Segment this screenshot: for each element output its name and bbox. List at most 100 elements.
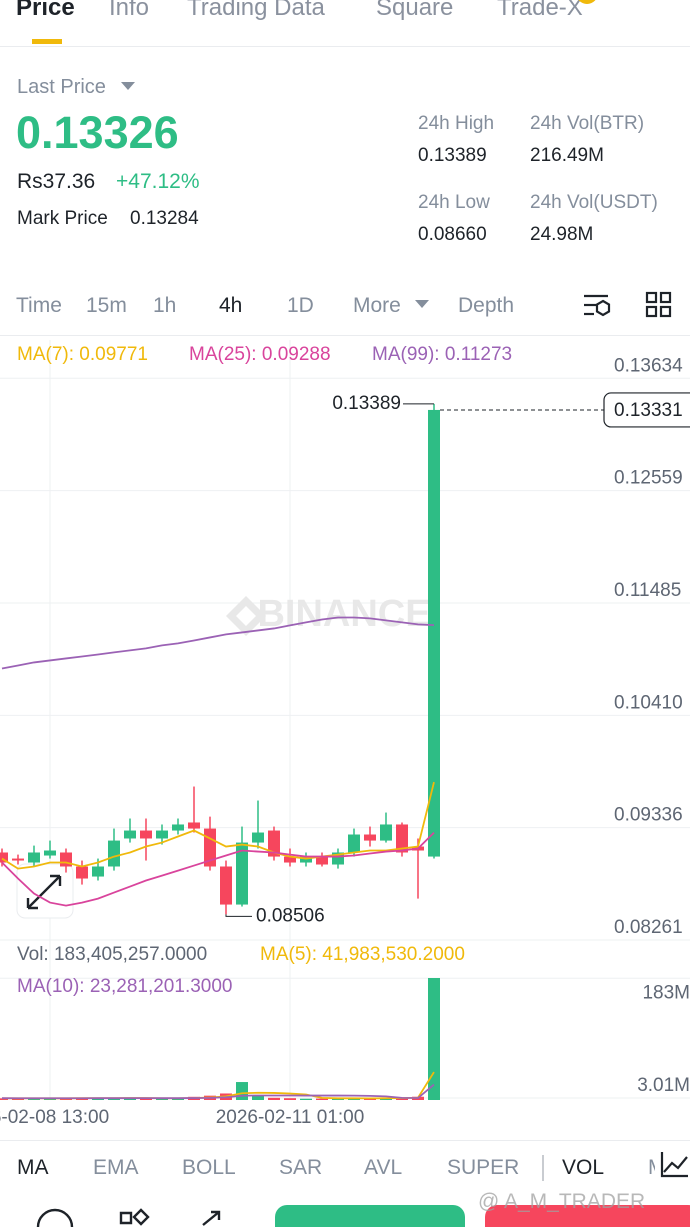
badge xyxy=(576,0,598,4)
icon-backdrop xyxy=(655,1148,690,1188)
volume-bar xyxy=(268,1097,280,1100)
y-tick-label: 183M xyxy=(642,982,690,1003)
candle-body xyxy=(428,409,440,857)
candle-body xyxy=(300,856,312,863)
last-price: 0.13326 xyxy=(16,107,179,158)
volume-bar xyxy=(156,1098,168,1100)
ma-line xyxy=(1,831,435,907)
divider xyxy=(0,46,690,47)
tab-underline xyxy=(32,39,62,44)
stat-value: 24.98M xyxy=(530,224,594,245)
candle-body xyxy=(348,834,360,853)
volume-bar xyxy=(316,1098,328,1100)
candle-body xyxy=(0,852,8,863)
interval[interactable]: 4h xyxy=(219,294,243,317)
candle-body xyxy=(220,866,232,905)
candle-body xyxy=(316,856,328,865)
tab[interactable]: Info xyxy=(109,0,150,21)
candle-body xyxy=(124,830,136,839)
legend-entry: MA(10): 23,281,201.3000 xyxy=(17,976,233,997)
dropdown-arrow xyxy=(121,82,135,90)
low-marker: 0.08506 xyxy=(256,905,325,926)
tab[interactable]: Trade-X xyxy=(497,0,583,21)
x-tick-label: 2026-02-11 01:00 xyxy=(216,1107,365,1128)
candle-body xyxy=(172,824,184,831)
volume-ma-line xyxy=(1,1071,435,1100)
ma-line xyxy=(1,616,435,670)
interval[interactable]: 15m xyxy=(86,294,127,317)
divider xyxy=(0,335,690,336)
candle-body xyxy=(252,832,264,843)
last-price-label[interactable]: Last Price xyxy=(17,76,106,98)
candle-body xyxy=(284,856,296,863)
candle-body xyxy=(268,830,280,857)
volume-bar xyxy=(284,1098,296,1100)
indicator-tab[interactable]: SUPER xyxy=(447,1156,520,1179)
price-change: +47.12% xyxy=(116,170,200,193)
tab[interactable]: Price xyxy=(16,0,75,21)
volume-bar xyxy=(236,1082,248,1100)
interval[interactable]: 1h xyxy=(153,294,177,317)
candle-body xyxy=(380,824,392,841)
last-price-value: 0.13331 xyxy=(614,400,683,421)
stat-value: 216.49M xyxy=(530,145,604,166)
candle-body xyxy=(92,866,104,877)
divider xyxy=(0,1140,690,1141)
stat-value: 0.13389 xyxy=(418,145,487,166)
watermark-logo xyxy=(226,596,266,636)
interval[interactable]: Time xyxy=(16,294,62,317)
indicator-tab[interactable]: AVL xyxy=(364,1156,403,1179)
mark-price-label: Mark Price xyxy=(17,208,108,229)
chart-watermark: BINANCE xyxy=(257,593,430,635)
mark-price: 0.13284 xyxy=(130,208,199,229)
expand-button[interactable] xyxy=(16,863,74,919)
interval[interactable]: Depth xyxy=(458,294,515,317)
y-tick-label: 0.11485 xyxy=(614,580,681,601)
candle-body xyxy=(76,866,88,879)
interval[interactable]: More xyxy=(353,294,401,317)
candle-body xyxy=(188,822,200,829)
candle-body xyxy=(108,840,120,867)
y-tick-label: 0.08261 xyxy=(614,917,683,938)
stat-label: 24h Low xyxy=(418,192,490,213)
ma-line xyxy=(1,781,435,870)
legend-entry: MA(25): 0.09288 xyxy=(189,344,331,365)
candle-body xyxy=(204,828,216,867)
indicator-tab[interactable]: VOL xyxy=(562,1156,605,1179)
tab[interactable]: Square xyxy=(376,0,454,21)
y-tick-label: 3.01M xyxy=(637,1075,690,1096)
volume-title: Vol: 183,405,257.0000 xyxy=(17,944,207,965)
legend-entry: MA(7): 0.09771 xyxy=(17,344,148,365)
volume-bar xyxy=(44,1098,56,1100)
candle-body xyxy=(12,858,24,861)
y-tick-label: 0.10410 xyxy=(614,692,683,713)
volume-bar xyxy=(300,1098,312,1100)
tab[interactable]: Trading Data xyxy=(187,0,325,21)
low-marker-line xyxy=(225,914,252,917)
stat-label: 24h Vol(USDT) xyxy=(530,192,658,213)
candle-body xyxy=(236,842,248,905)
candle-body xyxy=(396,824,408,853)
legend-entry: MA(99): 0.11273 xyxy=(372,344,512,365)
volume-bar xyxy=(92,1098,104,1100)
volume-ma-line xyxy=(1,1083,435,1100)
indicator-tab[interactable]: EMA xyxy=(93,1156,139,1179)
legend-entry: MA(5): 41,983,530.2000 xyxy=(260,944,465,965)
candle-body xyxy=(364,834,376,841)
last-price-tag xyxy=(603,392,690,428)
candle-body xyxy=(140,830,152,839)
indicator-tab[interactable]: SAR xyxy=(279,1156,323,1179)
interval[interactable]: 1D xyxy=(287,294,314,317)
indicator-tab[interactable]: MA xyxy=(17,1156,49,1179)
y-tick-label: 0.13634 xyxy=(614,355,683,376)
y-tick-label: 0.12559 xyxy=(614,468,683,489)
high-marker: 0.13389 xyxy=(332,393,401,414)
volume-bar xyxy=(428,978,440,1100)
indicator-tab[interactable]: BOLL xyxy=(182,1156,236,1179)
y-tick-label: 0.09336 xyxy=(614,805,683,826)
volume-bar xyxy=(252,1095,264,1100)
stat-label: 24h High xyxy=(418,113,495,134)
fiat-price: Rs37.36 xyxy=(17,170,96,193)
